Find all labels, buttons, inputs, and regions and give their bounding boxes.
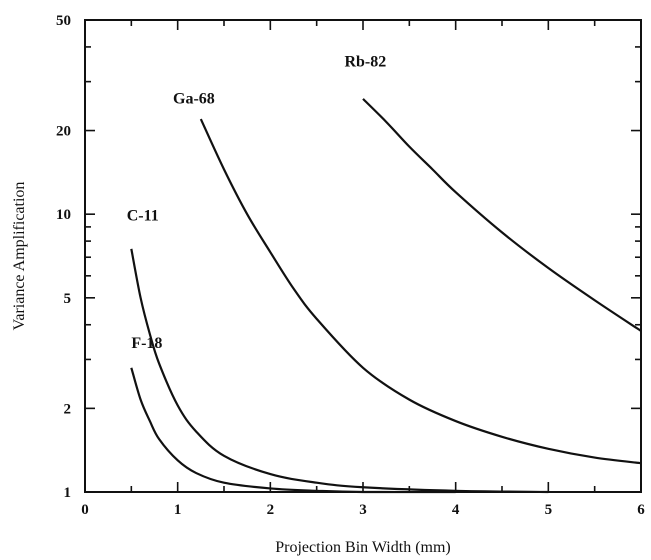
y-tick-label: 1 (64, 485, 72, 501)
plot-frame (84, 19, 642, 493)
series-layer (130, 98, 642, 494)
series-line-f-18 (130, 367, 456, 494)
series-line-c-11 (130, 248, 549, 494)
curve-label-rb-82: Rb-82 (344, 54, 386, 71)
y-tick-label: 2 (64, 401, 72, 417)
y-tick-label: 20 (56, 124, 71, 140)
curve-labels: F-18 C-11 Ga-68 Rb-82 (127, 54, 387, 352)
x-tick-label: 2 (267, 502, 275, 518)
y-tick-label: 10 (56, 207, 71, 223)
x-tick-label: 4 (452, 502, 460, 518)
curve-label-f-18: F-18 (131, 335, 162, 352)
y-axis-title: Variance Amplification (11, 182, 28, 331)
series-line-rb-82 (362, 98, 642, 332)
x-tick-label: 3 (359, 502, 367, 518)
y-tick-label: 50 (56, 13, 71, 29)
x-axis-title: Projection Bin Width (mm) (275, 539, 451, 556)
y-tick-label: 5 (64, 291, 72, 307)
x-tick-label: 6 (637, 502, 645, 518)
x-tick-label: 0 (81, 502, 89, 518)
series-line-ga-68 (199, 118, 642, 465)
curve-label-ga-68: Ga-68 (173, 91, 215, 108)
x-tick-label: 5 (545, 502, 553, 518)
curve-label-c-11: C-11 (127, 207, 159, 224)
x-tick-label: 1 (174, 502, 182, 518)
